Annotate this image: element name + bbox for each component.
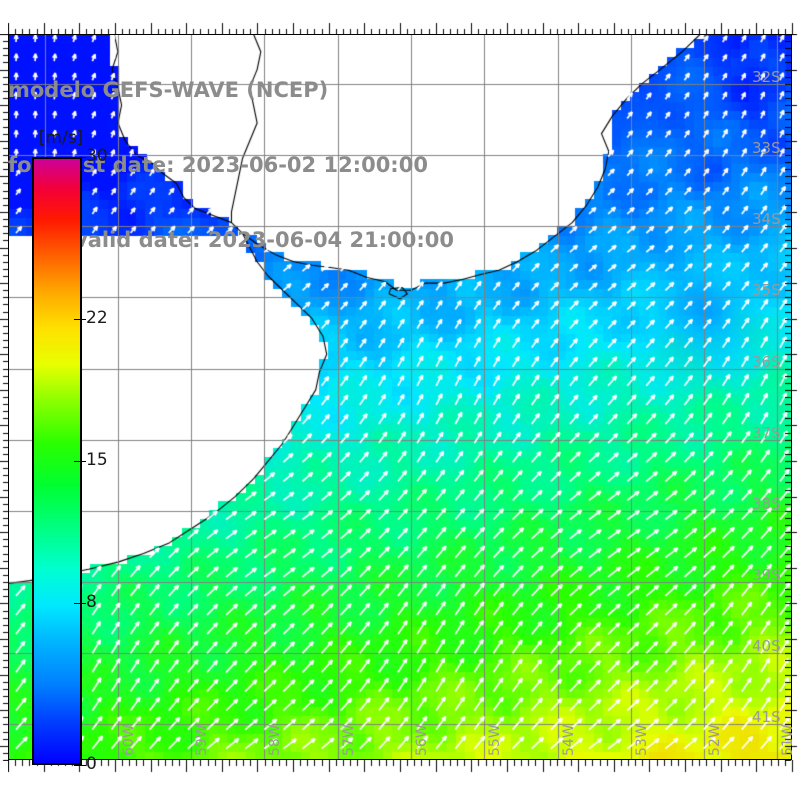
colorbar-tick-mark [74, 603, 86, 604]
colorbar-tick-mark [74, 461, 86, 462]
colorbar-tick-label: 8 [86, 591, 97, 612]
bottom-axis-ticks [8, 760, 794, 774]
colorbar-tick-label: 15 [86, 450, 108, 470]
colorbar-tick-mark [74, 765, 86, 766]
top-axis-ticks [8, 22, 794, 35]
colorbar-unit-label: [m/s] [38, 128, 84, 148]
colorbar-tick-label: 30 [86, 146, 108, 166]
colorbar-legend: [m/s] 30 22 15 8 0 [24, 128, 124, 773]
map-plot-area[interactable] [8, 34, 792, 760]
left-axis-ticks [0, 34, 9, 761]
colorbar-tick-mark [74, 319, 86, 320]
colorbar-tick-mark [74, 157, 86, 158]
right-axis-ticks [785, 34, 799, 761]
colorbar-gradient[interactable] [32, 157, 82, 765]
colorbar-tick-label: 0 [86, 754, 97, 774]
colorbar-tick-label: 22 [86, 308, 108, 329]
wind-arrow-overlay-layer [8, 34, 792, 760]
